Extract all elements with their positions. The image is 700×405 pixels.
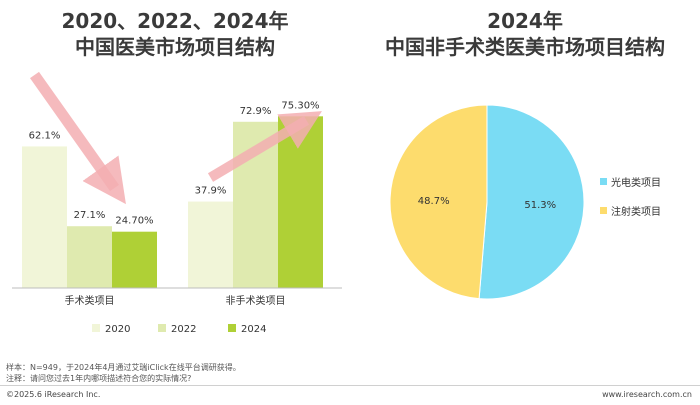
footer-divider	[0, 385, 700, 386]
bar-2020-0	[22, 146, 67, 288]
data-label-2022-0: 27.1%	[74, 210, 106, 221]
data-label-2020-0: 62.1%	[29, 130, 61, 141]
data-label-2020-1: 37.9%	[195, 186, 227, 197]
left-title-line1: 2020、2022、2024年	[61, 9, 289, 33]
pie-slice-0	[478, 104, 585, 300]
copyright: ©2025.6 iResearch Inc.	[6, 390, 101, 399]
pie-legend-label-1: 注射类项目	[611, 205, 661, 218]
bar-2020-1	[188, 201, 233, 288]
website: www.iresearch.com.cn	[602, 390, 692, 399]
trend-arrow-up	[207, 111, 322, 182]
pie-legend-swatch-0	[600, 178, 607, 185]
pie-legend-label-0: 光电类项目	[611, 176, 661, 189]
left-chart-title: 2020、2022、2024年 中国医美市场项目结构	[0, 8, 350, 60]
right-title-line2: 中国非手术类医美市场项目结构	[385, 35, 665, 59]
data-label-2024-0: 24.70%	[115, 216, 153, 227]
bar-chart: 62.1% 27.1% 24.70% 手术类项目 37.9% 72.9% 75.30% 非手术…	[12, 71, 342, 335]
pie-legend-swatch-1	[600, 207, 607, 214]
legend-swatch-2020	[92, 324, 100, 332]
x-tick-label-0: 手术类项目	[65, 294, 115, 307]
right-chart-title: 2024年 中国非手术类医美市场项目结构	[350, 8, 700, 60]
legend-swatch-2022	[158, 324, 166, 332]
left-title-line2: 中国医美市场项目结构	[75, 35, 275, 59]
legend-label-2022: 2022	[171, 324, 196, 335]
bar-2024-0	[112, 231, 157, 288]
remark-note: 注释：请问您过去1年内哪项描述符合您的实际情况?	[6, 374, 192, 383]
legend-swatch-2024	[228, 324, 236, 332]
bar-2022-0	[67, 226, 112, 288]
legend-label-2020: 2020	[105, 324, 130, 335]
trend-arrow-down	[30, 71, 126, 205]
right-title-line1: 2024年	[487, 9, 563, 33]
data-label-2022-1: 72.9%	[240, 106, 272, 117]
x-tick-label-1: 非手术类项目	[226, 294, 286, 307]
data-label-2024-1: 75.30%	[281, 100, 319, 111]
legend-label-2024: 2024	[241, 324, 266, 335]
sample-note: 样本：N=949，于2024年4月通过艾瑞iClick在线平台调研获得。	[6, 363, 241, 372]
pie-label-0: 51.3%	[524, 200, 556, 211]
pie-slice-1	[389, 104, 488, 300]
pie-label-1: 48.7%	[418, 196, 450, 207]
